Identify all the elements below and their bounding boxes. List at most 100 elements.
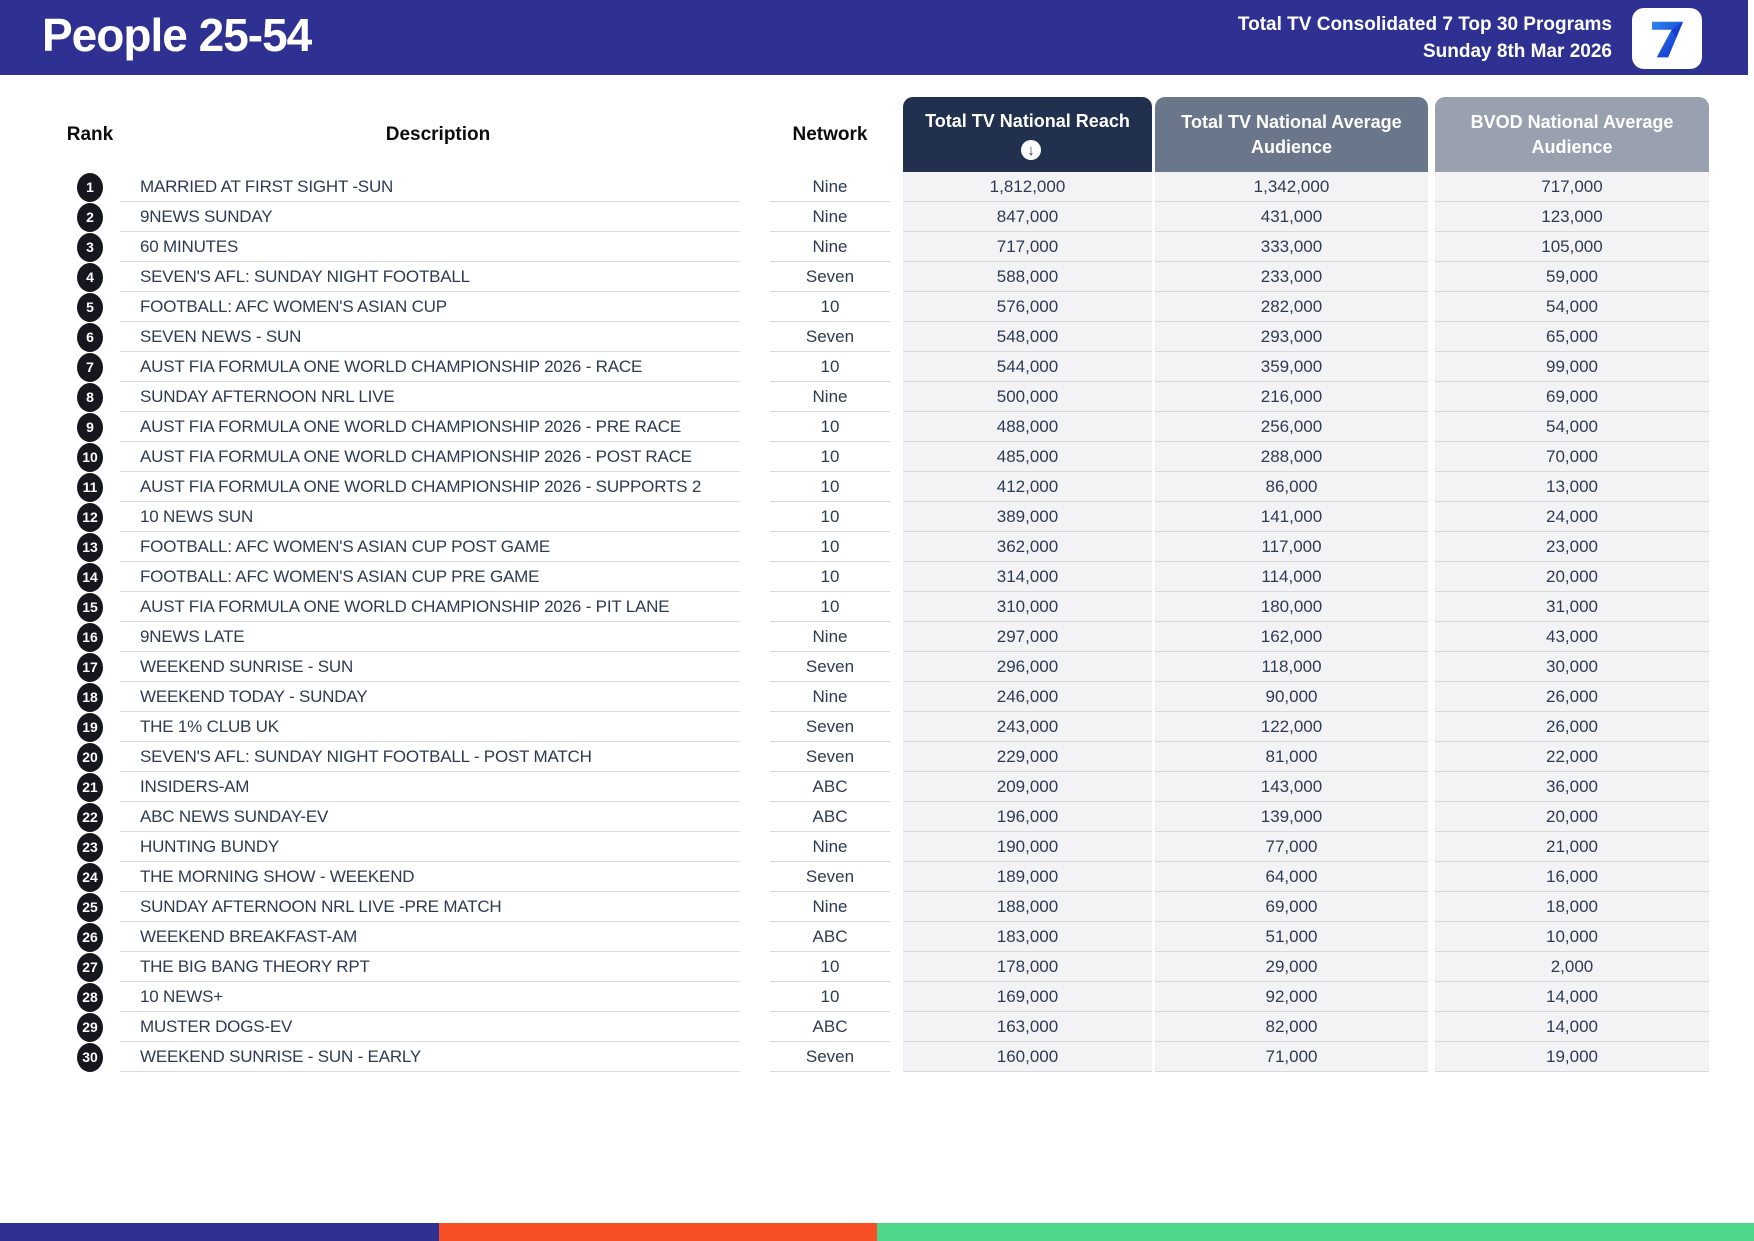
network-cell: Seven [770, 862, 890, 892]
rank-cell: 29 [60, 1012, 120, 1042]
reach-value-cell: 1,812,000 [903, 172, 1152, 202]
column-header-bvod-national-average-audience[interactable]: BVOD National Average Audience [1435, 97, 1709, 172]
rank-cell: 13 [60, 532, 120, 562]
program-description: THE MORNING SHOW - WEEKEND [120, 862, 740, 892]
average-audience-value-cell: 141,000 [1155, 502, 1428, 532]
bvod-audience-value-cell: 23,000 [1435, 532, 1709, 562]
table-row: 15 AUST FIA FORMULA ONE WORLD CHAMPIONSH… [60, 592, 1754, 622]
bvod-audience-value-cell: 59,000 [1435, 262, 1709, 292]
rank-badge: 22 [77, 802, 103, 832]
rank-badge: 24 [77, 862, 103, 892]
bvod-audience-value-cell: 123,000 [1435, 202, 1709, 232]
reach-value-cell: 296,000 [903, 652, 1152, 682]
network-cell: Nine [770, 622, 890, 652]
reach-value-cell: 160,000 [903, 1042, 1152, 1072]
network-cell: 10 [770, 472, 890, 502]
bvod-audience-value-cell: 54,000 [1435, 292, 1709, 322]
table-row: 1 MARRIED AT FIRST SIGHT -SUN Nine 1,812… [60, 172, 1754, 202]
rank-cell: 3 [60, 232, 120, 262]
rank-cell: 18 [60, 682, 120, 712]
reach-value-cell: 297,000 [903, 622, 1152, 652]
table-row: 23 HUNTING BUNDY Nine 190,000 77,000 21,… [60, 832, 1754, 862]
rank-cell: 26 [60, 922, 120, 952]
program-description: FOOTBALL: AFC WOMEN'S ASIAN CUP POST GAM… [120, 532, 740, 562]
reach-value-cell: 178,000 [903, 952, 1152, 982]
network-cell: ABC [770, 1012, 890, 1042]
average-audience-value-cell: 122,000 [1155, 712, 1428, 742]
table-row: 21 INSIDERS-AM ABC 209,000 143,000 36,00… [60, 772, 1754, 802]
rank-cell: 4 [60, 262, 120, 292]
program-description: WEEKEND BREAKFAST-AM [120, 922, 740, 952]
rank-cell: 15 [60, 592, 120, 622]
network-cell: Seven [770, 1042, 890, 1072]
table-row: 28 10 NEWS+ 10 169,000 92,000 14,000 [60, 982, 1754, 1012]
table-row: 18 WEEKEND TODAY - SUNDAY Nine 246,000 9… [60, 682, 1754, 712]
reach-value-cell: 488,000 [903, 412, 1152, 442]
network-cell: Nine [770, 682, 890, 712]
footer-bar-orange-segment [438, 1223, 877, 1241]
bvod-audience-value-cell: 2,000 [1435, 952, 1709, 982]
report-subtitle-line2: Sunday 8th Mar 2026 [1422, 41, 1612, 62]
rank-badge: 13 [77, 532, 103, 562]
average-audience-value-cell: 143,000 [1155, 772, 1428, 802]
program-description: THE 1% CLUB UK [120, 712, 740, 742]
bvod-audience-value-cell: 20,000 [1435, 802, 1709, 832]
program-description: 9NEWS LATE [120, 622, 740, 652]
average-audience-value-cell: 29,000 [1155, 952, 1428, 982]
bvod-audience-value-cell: 14,000 [1435, 982, 1709, 1012]
footer-bar-green-segment [877, 1223, 1754, 1241]
average-audience-value-cell: 1,342,000 [1155, 172, 1428, 202]
program-description: 10 NEWS+ [120, 982, 740, 1012]
bvod-audience-value-cell: 20,000 [1435, 562, 1709, 592]
program-description: WEEKEND TODAY - SUNDAY [120, 682, 740, 712]
program-description: SUNDAY AFTERNOON NRL LIVE -PRE MATCH [120, 892, 740, 922]
table-row: 19 THE 1% CLUB UK Seven 243,000 122,000 … [60, 712, 1754, 742]
bvod-audience-value-cell: 65,000 [1435, 322, 1709, 352]
program-description: ABC NEWS SUNDAY-EV [120, 802, 740, 832]
average-audience-value-cell: 359,000 [1155, 352, 1428, 382]
table-body: 1 MARRIED AT FIRST SIGHT -SUN Nine 1,812… [0, 172, 1754, 1072]
reach-value-cell: 229,000 [903, 742, 1152, 772]
rank-badge: 20 [77, 742, 103, 772]
rank-badge: 28 [77, 982, 103, 1012]
network-cell: Nine [770, 232, 890, 262]
table-row: 22 ABC NEWS SUNDAY-EV ABC 196,000 139,00… [60, 802, 1754, 832]
rank-cell: 23 [60, 832, 120, 862]
program-description: AUST FIA FORMULA ONE WORLD CHAMPIONSHIP … [120, 592, 740, 622]
column-header-total-tv-national-average-audience[interactable]: Total TV National Average Audience [1155, 97, 1428, 172]
average-audience-value-cell: 86,000 [1155, 472, 1428, 502]
rank-cell: 21 [60, 772, 120, 802]
table-row: 20 SEVEN'S AFL: SUNDAY NIGHT FOOTBALL - … [60, 742, 1754, 772]
bvod-audience-value-cell: 16,000 [1435, 862, 1709, 892]
rank-badge: 8 [77, 382, 103, 412]
rank-cell: 6 [60, 322, 120, 352]
program-description: AUST FIA FORMULA ONE WORLD CHAMPIONSHIP … [120, 472, 740, 502]
reach-value-cell: 189,000 [903, 862, 1152, 892]
table-row: 16 9NEWS LATE Nine 297,000 162,000 43,00… [60, 622, 1754, 652]
rank-badge: 14 [77, 562, 103, 592]
rank-cell: 19 [60, 712, 120, 742]
rank-cell: 11 [60, 472, 120, 502]
average-audience-value-cell: 90,000 [1155, 682, 1428, 712]
network-cell: Nine [770, 892, 890, 922]
rank-badge: 30 [77, 1042, 103, 1072]
rank-badge: 2 [77, 202, 103, 232]
network-cell: Seven [770, 322, 890, 352]
column-header-total-tv-national-reach[interactable]: Total TV National Reach ↓ [903, 97, 1152, 172]
rank-badge: 6 [77, 322, 103, 352]
reach-value-cell: 183,000 [903, 922, 1152, 952]
bvod-audience-value-cell: 14,000 [1435, 1012, 1709, 1042]
table-row: 27 THE BIG BANG THEORY RPT 10 178,000 29… [60, 952, 1754, 982]
reach-value-cell: 163,000 [903, 1012, 1152, 1042]
rank-badge: 26 [77, 922, 103, 952]
table-row: 4 SEVEN'S AFL: SUNDAY NIGHT FOOTBALL Sev… [60, 262, 1754, 292]
rank-cell: 8 [60, 382, 120, 412]
rank-badge: 17 [77, 652, 103, 682]
reach-value-cell: 847,000 [903, 202, 1152, 232]
program-description: SEVEN'S AFL: SUNDAY NIGHT FOOTBALL - POS… [120, 742, 740, 772]
seven-network-logo [1632, 8, 1702, 69]
rank-badge: 16 [77, 622, 103, 652]
reach-value-cell: 588,000 [903, 262, 1152, 292]
reach-value-cell: 243,000 [903, 712, 1152, 742]
